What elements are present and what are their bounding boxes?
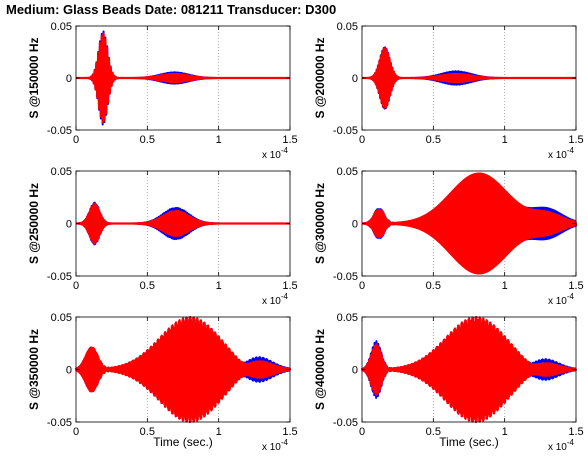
y-tick-label: 0.05	[51, 21, 72, 33]
x-tick-label: 1	[216, 426, 222, 438]
x-tick-label: 0	[73, 280, 79, 292]
x-tick-label: 0.5	[140, 134, 155, 146]
y-tick-label: 0.05	[337, 21, 358, 33]
subplot-1: 0 0.5 1 1.50.050-0.05x 10-4S @150000 Hz	[27, 21, 298, 161]
x-tick-label: 0	[73, 134, 79, 146]
y-tick-label: 0.05	[337, 166, 358, 178]
x-tick-label: 1.5	[282, 134, 297, 146]
subplot-grid: 0 0.5 1 1.50.050-0.05x 10-4S @150000 Hz0 0.5…	[27, 21, 584, 453]
subplot-3: 0 0.5 1 1.50.050-0.05x 10-4S @250000 Hz	[27, 166, 298, 307]
x-tick-label: 1.5	[282, 426, 297, 438]
x-tick-label: 1.5	[568, 426, 583, 438]
y-axis-label: S @400000 Hz	[313, 329, 327, 410]
subplot-2: 0 0.5 1 1.50.050-0.05x 10-4S @200000 Hz	[313, 21, 584, 161]
y-tick-label: 0	[66, 365, 72, 377]
figure-title: Medium: Glass Beads Date: 081211 Transdu…	[6, 2, 336, 17]
x-tick-label: 1.5	[282, 280, 297, 292]
x-tick-label: 0	[73, 426, 79, 438]
x-tick-label: 1	[502, 280, 508, 292]
y-tick-label: 0.05	[51, 312, 72, 324]
y-tick-label: -0.05	[47, 125, 72, 137]
x-axis-label: Time (sec.)	[153, 435, 213, 449]
x-tick-label: 1	[216, 134, 222, 146]
x-tick-label: 1	[502, 134, 508, 146]
y-axis-label: S @250000 Hz	[27, 183, 41, 264]
y-axis-label: S @200000 Hz	[313, 37, 327, 118]
x-tick-label: 0.5	[426, 280, 441, 292]
x-multiplier-label: x 10-4	[262, 438, 289, 453]
y-tick-label: -0.05	[47, 271, 72, 283]
x-tick-label: 1.5	[568, 134, 583, 146]
x-tick-label: 0	[359, 426, 365, 438]
y-tick-label: -0.05	[47, 417, 72, 429]
y-axis-label: S @150000 Hz	[27, 37, 41, 118]
y-tick-label: 0	[66, 219, 72, 231]
subplot-6: 0 0.5 1 1.50.050-0.05x 10-4S @400000 HzTime…	[313, 312, 584, 453]
x-multiplier-label: x 10-4	[548, 292, 575, 307]
x-tick-label: 1	[502, 426, 508, 438]
x-tick-label: 0	[359, 280, 365, 292]
y-tick-label: -0.05	[333, 417, 358, 429]
y-axis-label: S @350000 Hz	[27, 329, 41, 410]
y-tick-label: 0.05	[337, 312, 358, 324]
x-multiplier-label: x 10-4	[548, 438, 575, 453]
y-tick-label: 0	[352, 73, 358, 85]
y-axis-label: S @300000 Hz	[313, 183, 327, 264]
x-multiplier-label: x 10-4	[548, 146, 575, 161]
x-tick-label: 0.5	[426, 134, 441, 146]
subplot-4: 0 0.5 1 1.50.050-0.05x 10-4S @300000 Hz	[313, 166, 584, 307]
x-multiplier-label: x 10-4	[262, 292, 289, 307]
x-tick-label: 1	[216, 280, 222, 292]
x-tick-label: 0.5	[140, 280, 155, 292]
x-tick-label: 1.5	[568, 280, 583, 292]
x-axis-label: Time (sec.)	[439, 435, 499, 449]
y-tick-label: 0	[66, 73, 72, 85]
y-tick-label: -0.05	[333, 271, 358, 283]
subplot-5: 0 0.5 1 1.50.050-0.05x 10-4S @350000 HzTime…	[27, 312, 298, 453]
x-multiplier-label: x 10-4	[262, 146, 289, 161]
y-tick-label: -0.05	[333, 125, 358, 137]
y-tick-label: 0.05	[51, 166, 72, 178]
y-tick-label: 0	[352, 219, 358, 231]
y-tick-label: 0	[352, 365, 358, 377]
x-tick-label: 0	[359, 134, 365, 146]
